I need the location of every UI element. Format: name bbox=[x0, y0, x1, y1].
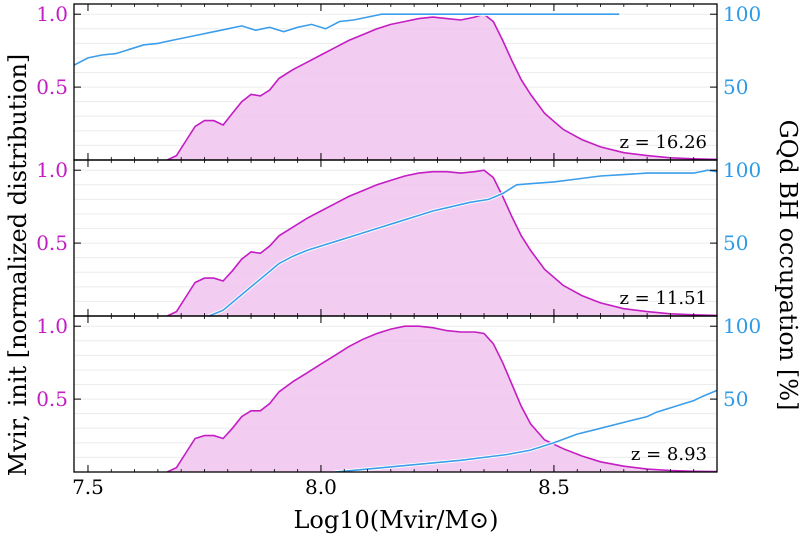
y-right-tick-label: 100 bbox=[723, 2, 761, 26]
y-left-tick-label: 1.0 bbox=[36, 314, 68, 338]
distribution-area bbox=[167, 14, 717, 160]
y-axis-label-left: Mvir, init [normalized distribution] bbox=[4, 54, 32, 477]
y-right-tick-label: 50 bbox=[723, 387, 748, 411]
occupation-line bbox=[74, 13, 620, 66]
y-left-tick-label: 1.0 bbox=[36, 158, 68, 182]
distribution-line bbox=[166, 169, 717, 316]
y-right-tick-label: 50 bbox=[723, 75, 748, 99]
panel-1: 0.5 1.0 50 100 z = 16.26 bbox=[36, 2, 761, 161]
y-axis-label-right: GQd BH occupation [%] bbox=[774, 120, 802, 411]
y-right-tick-label: 100 bbox=[723, 158, 761, 182]
x-tick-label: 7.5 bbox=[72, 475, 104, 499]
x-tick-label: 8.5 bbox=[538, 475, 570, 499]
y-right-tick-label: 50 bbox=[723, 231, 748, 255]
distribution-area bbox=[167, 170, 717, 316]
y-left-tick-label: 0.5 bbox=[36, 75, 68, 99]
x-tick-label: 8.0 bbox=[305, 475, 337, 499]
redshift-label: z = 8.93 bbox=[631, 444, 707, 465]
panel-3: 0.5 1.0 50 100 z = 8.93 bbox=[36, 314, 761, 473]
y-left-tick-label: 0.5 bbox=[36, 387, 68, 411]
distribution-line bbox=[166, 13, 717, 160]
panel-frame bbox=[73, 315, 718, 473]
y-left-tick-label: 0.5 bbox=[36, 231, 68, 255]
occupation-line bbox=[208, 169, 717, 316]
panels-layer: 0.5 1.0 50 100 z = 16.26 0.5 1.0 50 100 z = 11.51… bbox=[36, 2, 761, 499]
occupation-line bbox=[334, 389, 717, 472]
distribution-line bbox=[166, 325, 717, 472]
redshift-label: z = 11.51 bbox=[619, 288, 707, 309]
redshift-label: z = 16.26 bbox=[619, 132, 707, 153]
y-left-tick-label: 1.0 bbox=[36, 2, 68, 26]
y-right-tick-label: 100 bbox=[723, 314, 761, 338]
distribution-area bbox=[167, 326, 717, 472]
x-axis-label: Log10(Mvir/M⊙) bbox=[293, 506, 498, 534]
panel-2: 0.5 1.0 50 100 z = 11.51 bbox=[36, 158, 761, 317]
